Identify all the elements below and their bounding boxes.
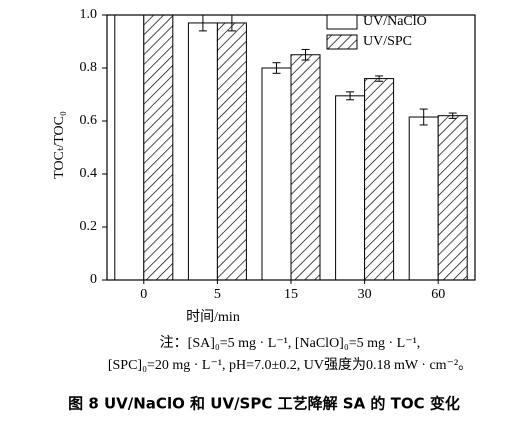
y-tick-label: 1.0 xyxy=(80,7,98,22)
bar xyxy=(261,67,292,281)
x-tick-label: 5 xyxy=(214,287,221,302)
bar xyxy=(290,54,321,281)
error-bar xyxy=(375,75,384,82)
x-tick-label: 15 xyxy=(284,287,298,302)
bar xyxy=(143,14,174,281)
bar xyxy=(187,22,218,281)
y-tick-label: 0.6 xyxy=(80,113,98,128)
x-axis-label: 时间/min xyxy=(186,309,240,325)
x-tick-label: 30 xyxy=(358,287,372,302)
x-tick-label: 0 xyxy=(140,287,147,302)
bar xyxy=(216,22,247,281)
x-tick-label: 60 xyxy=(431,287,445,302)
y-axis-label: TOCₜ/TOC₀ xyxy=(52,111,67,179)
note-line: [SPC]₀=20 mg · L⁻¹, pH=7.0±0.2, UV强度为0.1… xyxy=(108,357,472,373)
legend-swatch xyxy=(326,14,358,30)
y-tick-label: 0.2 xyxy=(80,219,98,234)
y-tick-label: 0 xyxy=(90,272,97,287)
bar xyxy=(114,14,145,281)
bar xyxy=(364,78,395,281)
plot-frame xyxy=(106,14,476,281)
error-bar xyxy=(448,112,457,119)
legend-label: UV/SPC xyxy=(363,34,412,49)
error-bar xyxy=(272,62,281,74)
bar xyxy=(335,95,366,281)
y-tick-label: 0.4 xyxy=(80,166,98,181)
error-bar xyxy=(346,91,355,101)
bar xyxy=(408,116,439,281)
legend-swatch xyxy=(326,34,358,50)
bar xyxy=(437,115,468,281)
y-tick-label: 0.8 xyxy=(80,60,98,75)
error-bar xyxy=(419,108,428,126)
caption: 图 8 UV/NaClO 和 UV/SPC 工艺降解 SA 的 TOC 变化 xyxy=(68,395,460,413)
legend-label: UV/NaClO xyxy=(363,14,427,29)
note-line: 注：[SA]₀=5 mg · L⁻¹, [NaClO]₀=5 mg · L⁻¹, xyxy=(160,335,421,351)
error-bar xyxy=(301,48,310,61)
